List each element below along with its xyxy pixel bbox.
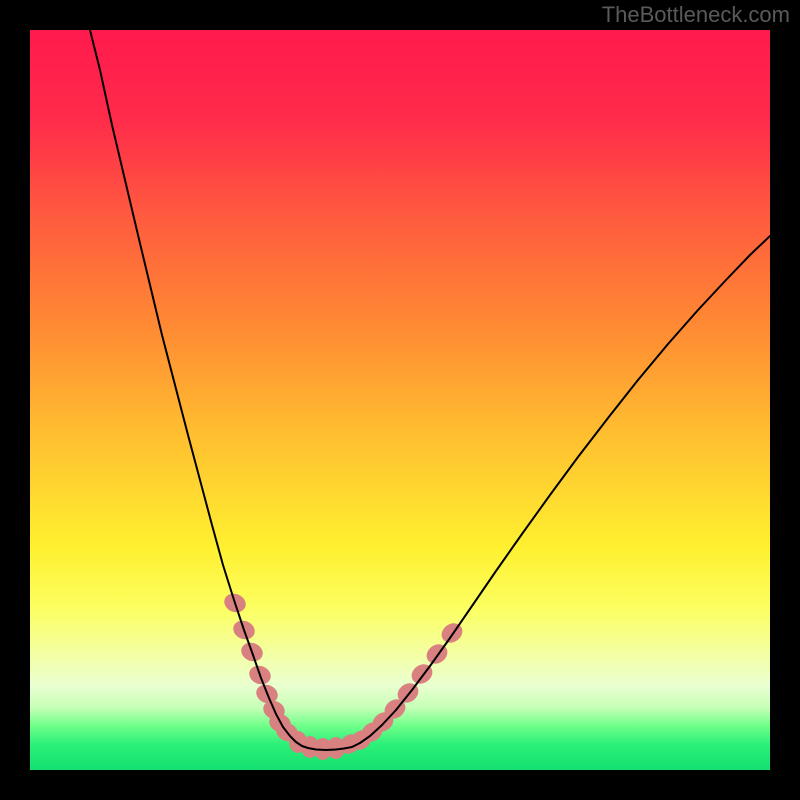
watermark-text: TheBottleneck.com: [602, 2, 790, 28]
bottleneck-curve-chart: [30, 30, 770, 770]
plot-area: [30, 30, 770, 770]
chart-outer-frame: TheBottleneck.com: [0, 0, 800, 800]
gradient-background: [30, 30, 770, 770]
